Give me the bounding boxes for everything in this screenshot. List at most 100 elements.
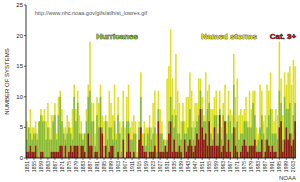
bar bbox=[159, 152, 161, 158]
bar bbox=[42, 152, 44, 158]
bar bbox=[30, 109, 32, 158]
bar bbox=[47, 103, 49, 158]
bar bbox=[289, 66, 291, 158]
chart: 0510152025NUMBER OF SYSTEMS1851185518591… bbox=[0, 0, 300, 182]
bar bbox=[175, 115, 177, 158]
bar bbox=[177, 91, 179, 158]
bar bbox=[259, 85, 261, 158]
bar bbox=[205, 134, 207, 158]
y-axis-label: NUMBER OF SYSTEMS bbox=[4, 48, 10, 114]
bar bbox=[222, 103, 224, 158]
bar bbox=[37, 140, 39, 158]
x-tick-label: 1931 bbox=[164, 161, 170, 172]
bar bbox=[152, 103, 154, 158]
x-tick-label: 1939 bbox=[178, 161, 184, 172]
bar bbox=[156, 152, 158, 158]
bar bbox=[80, 121, 82, 158]
bar bbox=[235, 146, 237, 158]
bar bbox=[221, 127, 223, 158]
bar bbox=[107, 121, 109, 158]
x-tick bbox=[26, 158, 27, 160]
bar bbox=[47, 127, 49, 158]
bar bbox=[245, 146, 247, 158]
bar bbox=[133, 134, 135, 158]
bar bbox=[126, 97, 128, 158]
bar bbox=[35, 121, 37, 158]
y-tick-label: 10 bbox=[16, 94, 23, 100]
bar bbox=[179, 134, 181, 158]
bar bbox=[191, 91, 193, 158]
bar bbox=[159, 109, 161, 158]
bar bbox=[154, 146, 156, 158]
x-axis bbox=[26, 158, 296, 159]
x-tick bbox=[125, 158, 126, 160]
bar bbox=[117, 152, 119, 158]
bar bbox=[79, 115, 81, 158]
bar bbox=[35, 134, 37, 158]
bar bbox=[110, 127, 112, 158]
bar bbox=[207, 91, 209, 158]
bar bbox=[44, 121, 46, 158]
bar bbox=[45, 121, 47, 158]
bar bbox=[263, 121, 265, 158]
bar bbox=[114, 85, 116, 158]
bar bbox=[240, 152, 242, 158]
bar bbox=[175, 54, 177, 158]
bar bbox=[251, 146, 253, 158]
x-tick-label: 1895 bbox=[101, 161, 107, 172]
bar bbox=[163, 152, 165, 158]
y-tick-label: 20 bbox=[16, 33, 23, 39]
series-label: Named storms bbox=[201, 32, 257, 41]
bar bbox=[130, 152, 132, 158]
bar bbox=[56, 152, 58, 158]
bar bbox=[284, 72, 286, 158]
bar bbox=[282, 140, 284, 158]
bar bbox=[101, 134, 103, 158]
bar bbox=[152, 152, 154, 158]
bar bbox=[235, 97, 237, 158]
bar bbox=[161, 152, 163, 158]
bar bbox=[215, 146, 217, 158]
bar bbox=[152, 134, 154, 158]
y-tick-label: 5 bbox=[20, 124, 24, 130]
bar bbox=[240, 109, 242, 158]
bar bbox=[158, 109, 160, 158]
bar bbox=[63, 134, 65, 158]
bar bbox=[45, 140, 47, 158]
bar bbox=[142, 134, 144, 158]
bar bbox=[116, 134, 118, 158]
bar bbox=[254, 91, 256, 158]
bar bbox=[180, 152, 182, 158]
bar bbox=[28, 127, 30, 158]
bar bbox=[75, 146, 77, 158]
bar bbox=[138, 140, 140, 158]
bar bbox=[222, 146, 224, 158]
bar bbox=[49, 140, 51, 158]
bar bbox=[42, 115, 44, 158]
bar bbox=[208, 85, 210, 158]
y-tick-label: 0 bbox=[20, 155, 24, 161]
bar bbox=[172, 115, 174, 158]
bar bbox=[177, 134, 179, 158]
bar bbox=[166, 152, 168, 158]
bar bbox=[179, 103, 181, 158]
bar bbox=[287, 72, 289, 158]
bar bbox=[189, 140, 191, 158]
bar bbox=[73, 146, 75, 158]
x-tick-label: 1879 bbox=[73, 161, 79, 172]
bar bbox=[196, 121, 198, 158]
bar bbox=[228, 91, 230, 158]
bar bbox=[149, 152, 151, 158]
source-credit: NOAA bbox=[279, 175, 296, 181]
bar bbox=[173, 109, 175, 158]
bar bbox=[172, 78, 174, 158]
bar bbox=[184, 121, 186, 158]
x-tick-label: 1915 bbox=[136, 161, 142, 172]
bar bbox=[84, 152, 86, 158]
bar bbox=[217, 146, 219, 158]
bar bbox=[33, 152, 35, 158]
bar bbox=[130, 140, 132, 158]
x-tick bbox=[104, 158, 105, 160]
x-tick bbox=[132, 158, 133, 160]
bar bbox=[175, 152, 177, 158]
